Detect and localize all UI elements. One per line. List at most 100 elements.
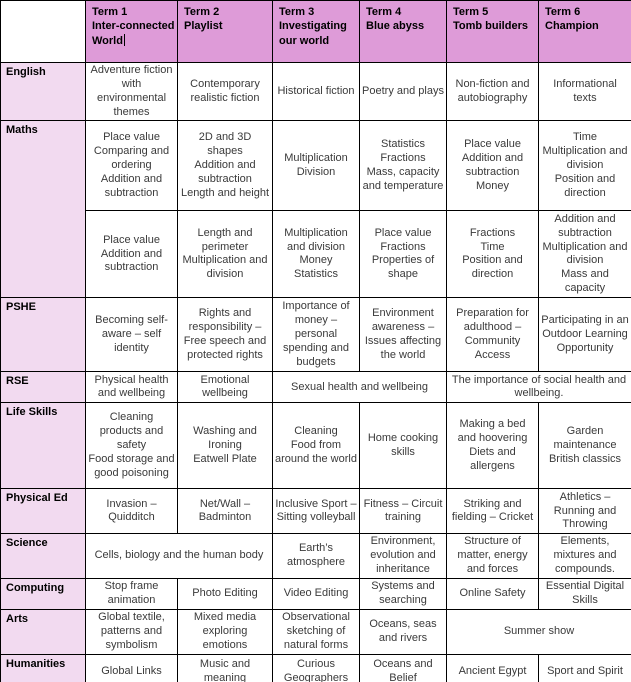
cell-computing-term5[interactable]: Online Safety <box>446 578 539 611</box>
text-cursor <box>123 33 125 46</box>
cell-maths1-term2[interactable]: 2D and 3D shapes Addition and subtractio… <box>177 120 273 212</box>
cell-science-term5[interactable]: Structure of matter, energy and forces <box>446 533 539 580</box>
cell-physical-ed-term2[interactable]: Net/Wall – Badminton <box>177 488 273 535</box>
cell-life-skills-term6[interactable]: Garden maintenance British classics <box>538 402 631 490</box>
cell-physical-ed-term5[interactable]: Striking and fielding – Cricket <box>446 488 539 535</box>
term5-header-cell[interactable]: Term 5 Tomb builders <box>446 0 539 63</box>
cell-arts-term2[interactable]: Mixed media exploring emotions <box>177 609 273 655</box>
cell-maths1-term1[interactable]: Place value Comparing and ordering Addit… <box>85 120 178 212</box>
row-label-physical-ed[interactable]: Physical Ed <box>0 488 86 535</box>
term5-label: Term 5 <box>453 6 489 18</box>
cell-maths2-term1[interactable]: Place value Addition and subtraction <box>85 210 178 299</box>
cell-pshe-term2[interactable]: Rights and responsibility – Free speech … <box>177 297 273 373</box>
cell-humanities-term6[interactable]: Sport and Spirit <box>538 653 631 682</box>
pshe-row: PSHE Becoming self-aware – self identity… <box>0 297 631 373</box>
cell-physical-ed-term1[interactable]: Invasion – Quidditch <box>85 488 178 535</box>
cell-humanities-term1[interactable]: Global Links <box>85 653 178 682</box>
cell-pshe-term1[interactable]: Becoming self-aware – self identity <box>85 297 178 373</box>
cell-english-term4[interactable]: Poetry and plays <box>359 61 447 122</box>
cell-pshe-term5[interactable]: Preparation for adulthood – Community Ac… <box>446 297 539 373</box>
cell-english-term5[interactable]: Non-fiction and autobiography <box>446 61 539 122</box>
term2-theme: Playlist <box>184 20 223 33</box>
cell-arts-term4[interactable]: Oceans, seas and rivers <box>359 609 447 655</box>
cell-maths2-term3[interactable]: Multiplication and division Money Statis… <box>272 210 360 299</box>
term6-header-cell[interactable]: Term 6 Champion <box>538 0 631 63</box>
cell-humanities-term3[interactable]: Curious Geographers <box>272 653 360 682</box>
cell-rse-term2[interactable]: Emotional wellbeing <box>177 371 273 404</box>
cell-life-skills-term3[interactable]: Cleaning Food from around the world <box>272 402 360 490</box>
cell-humanities-term5[interactable]: Ancient Egypt <box>446 653 539 682</box>
term1-theme-text: Inter-connected World <box>92 20 175 47</box>
term1-theme: Inter-connected World <box>92 19 175 48</box>
cell-life-skills-term2[interactable]: Washing and Ironing Eatwell Plate <box>177 402 273 490</box>
term4-theme: Blue abyss <box>366 20 425 33</box>
row-label-english[interactable]: English <box>0 61 86 122</box>
cell-computing-term4[interactable]: Systems and searching <box>359 578 447 611</box>
term6-label: Term 6 <box>545 6 581 18</box>
cell-english-term6[interactable]: Informational texts <box>538 61 631 122</box>
cell-computing-term6[interactable]: Essential Digital Skills <box>538 578 631 611</box>
row-label-computing[interactable]: Computing <box>0 578 86 611</box>
term6-theme: Champion <box>545 20 599 33</box>
cell-pshe-term3[interactable]: Importance of money – personal spending … <box>272 297 360 373</box>
cell-life-skills-term5[interactable]: Making a bed and hoovering Diets and all… <box>446 402 539 490</box>
row-label-science[interactable]: Science <box>0 533 86 580</box>
row-label-life-skills[interactable]: Life Skills <box>0 402 86 490</box>
cell-maths1-term3[interactable]: Multiplication Division <box>272 120 360 212</box>
cell-maths2-term2[interactable]: Length and perimeter Multiplication and … <box>177 210 273 299</box>
cell-computing-term2[interactable]: Photo Editing <box>177 578 273 611</box>
term2-label: Term 2 <box>184 6 220 18</box>
cell-science-term3[interactable]: Earth’s atmosphere <box>272 533 360 580</box>
cell-maths2-term5[interactable]: Fractions Time Position and direction <box>446 210 539 299</box>
cell-english-term2[interactable]: Contemporary realistic fiction <box>177 61 273 122</box>
maths-row-1: Maths Place value Comparing and ordering… <box>0 120 631 299</box>
cell-physical-ed-term4[interactable]: Fitness – Circuit training <box>359 488 447 535</box>
cell-maths1-term5[interactable]: Place value Addition and subtraction Mon… <box>446 120 539 212</box>
life-skills-row: Life Skills Cleaning products and safety… <box>0 402 631 490</box>
term3-theme: Investigating our world <box>279 20 347 47</box>
cell-computing-term3[interactable]: Video Editing <box>272 578 360 611</box>
cell-english-term1[interactable]: Adventure fiction with environmental the… <box>85 61 178 122</box>
term4-label: Term 4 <box>366 6 402 18</box>
term3-header-cell[interactable]: Term 3 Investigating our world <box>272 0 360 63</box>
cell-pshe-term4[interactable]: Environment awareness – Issues affecting… <box>359 297 447 373</box>
cell-rse-term1[interactable]: Physical health and wellbeing <box>85 371 178 404</box>
cell-pshe-term6[interactable]: Participating in an Outdoor Learning Opp… <box>538 297 631 373</box>
corner-cell <box>0 0 86 63</box>
row-label-pshe[interactable]: PSHE <box>0 297 86 373</box>
term2-header-cell[interactable]: Term 2 Playlist <box>177 0 273 63</box>
cell-maths1-term6[interactable]: Time Multiplication and division Positio… <box>538 120 631 212</box>
cell-english-term3[interactable]: Historical fiction <box>272 61 360 122</box>
header-row: Term 1 Inter-connected World Term 2 Play… <box>0 0 631 63</box>
term3-label: Term 3 <box>279 6 315 18</box>
cell-arts-term1[interactable]: Global textile, patterns and symbolism <box>85 609 178 655</box>
cell-physical-ed-term3[interactable]: Inclusive Sport – Sitting volleyball <box>272 488 360 535</box>
cell-life-skills-term4[interactable]: Home cooking skills <box>359 402 447 490</box>
term1-header-cell[interactable]: Term 1 Inter-connected World <box>85 0 178 63</box>
cell-maths1-term4[interactable]: Statistics Fractions Mass, capacity and … <box>359 120 447 212</box>
term4-header-cell[interactable]: Term 4 Blue abyss <box>359 0 447 63</box>
cell-physical-ed-term6[interactable]: Athletics – Running and Throwing <box>538 488 631 535</box>
row-label-arts[interactable]: Arts <box>0 609 86 655</box>
cell-computing-term1[interactable]: Stop frame animation <box>85 578 178 611</box>
row-label-humanities[interactable]: Humanities <box>0 653 86 682</box>
row-label-maths[interactable]: Maths <box>0 120 86 299</box>
computing-row: Computing Stop frame animation Photo Edi… <box>0 578 631 611</box>
row-label-rse[interactable]: RSE <box>0 371 86 404</box>
cell-science-term6[interactable]: Elements, mixtures and compounds. <box>538 533 631 580</box>
cell-maths2-term4[interactable]: Place value Fractions Properties of shap… <box>359 210 447 299</box>
humanities-row: Humanities Global Links Music and meanin… <box>0 653 631 682</box>
cell-humanities-term4[interactable]: Oceans and Belief <box>359 653 447 682</box>
rse-row: RSE Physical health and wellbeing Emotio… <box>0 371 631 404</box>
cell-science-term1-2[interactable]: Cells, biology and the human body <box>85 533 273 580</box>
cell-arts-term5-6[interactable]: Summer show <box>446 609 631 655</box>
cell-maths2-term6[interactable]: Addition and subtraction Multiplication … <box>538 210 631 299</box>
cell-science-term4[interactable]: Environment, evolution and inheritance <box>359 533 447 580</box>
cell-rse-term3-4[interactable]: Sexual health and wellbeing <box>272 371 447 404</box>
cell-life-skills-term1[interactable]: Cleaning products and safety Food storag… <box>85 402 178 490</box>
cell-humanities-term2[interactable]: Music and meaning <box>177 653 273 682</box>
cell-rse-term5-6[interactable]: The importance of social health and well… <box>446 371 631 404</box>
cell-arts-term3[interactable]: Observational sketching of natural forms <box>272 609 360 655</box>
